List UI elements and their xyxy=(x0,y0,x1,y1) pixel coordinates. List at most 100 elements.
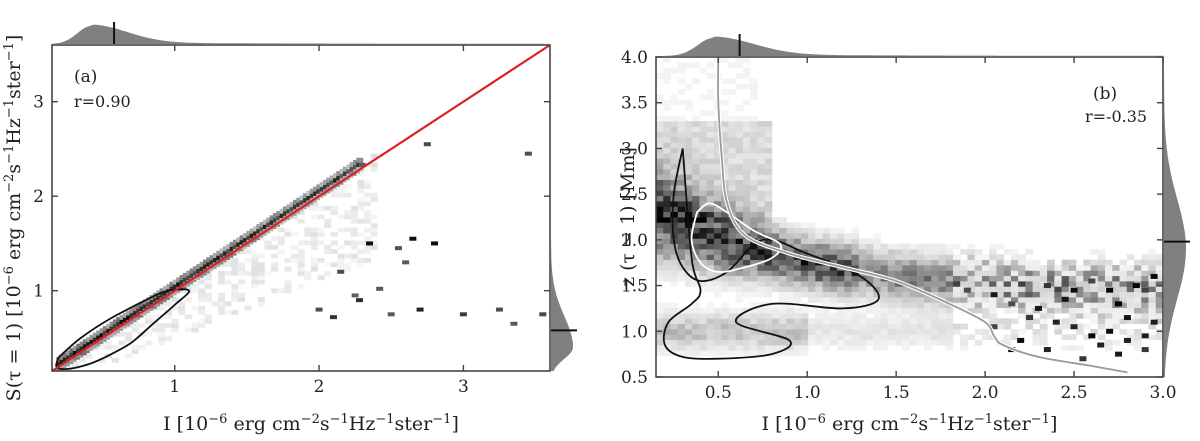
density-cell xyxy=(677,265,686,271)
density-cell xyxy=(663,185,671,191)
density-cell xyxy=(887,291,896,298)
density-cell xyxy=(931,270,939,277)
density-cell xyxy=(721,243,729,250)
density-cell xyxy=(916,297,925,303)
density-cell xyxy=(793,265,802,271)
density-cell xyxy=(880,265,889,271)
density-cell xyxy=(1076,275,1084,282)
density-cell xyxy=(677,259,686,266)
density-cell xyxy=(945,259,954,266)
outlier-cell xyxy=(329,315,337,320)
density-cell xyxy=(764,185,773,191)
density-cell xyxy=(735,62,744,69)
density-cell xyxy=(822,275,831,282)
density-cell xyxy=(996,265,1005,271)
density-cell xyxy=(967,297,976,303)
density-cell xyxy=(706,334,715,341)
density-cell xyxy=(793,313,802,319)
density-cell xyxy=(989,313,997,319)
label-text-part: s xyxy=(320,413,330,435)
label-text-part: S(τ = 1) [10 xyxy=(3,285,25,401)
density-cell xyxy=(684,142,693,149)
density-cell xyxy=(742,339,751,346)
density-cell xyxy=(699,67,708,74)
density-cell xyxy=(713,190,722,197)
outlier-cell xyxy=(1043,283,1051,289)
density-cell xyxy=(713,142,722,149)
density-cell xyxy=(1068,318,1077,325)
density-cell xyxy=(699,323,708,330)
panel-a-top-marginal-histogram xyxy=(52,22,550,44)
density-cell xyxy=(1097,313,1106,319)
density-cell xyxy=(938,323,947,330)
density-cell xyxy=(909,297,918,303)
density-cell xyxy=(364,214,372,220)
density-cell xyxy=(706,190,715,197)
density-cell xyxy=(350,231,358,237)
density-cell xyxy=(699,339,708,346)
density-cell xyxy=(837,323,845,330)
density-cell xyxy=(699,281,708,287)
density-cell xyxy=(713,238,722,245)
density-cell xyxy=(297,257,305,263)
panel-b-top-marginal-histogram xyxy=(656,34,1163,56)
density-cell xyxy=(1018,254,1026,261)
density-cell xyxy=(750,307,758,314)
outlier-cell xyxy=(1017,337,1025,343)
density-cell xyxy=(71,362,79,368)
density-cell xyxy=(858,249,867,255)
density-cell xyxy=(815,339,823,346)
density-cell xyxy=(866,297,874,303)
density-cell xyxy=(844,329,852,335)
density-cell xyxy=(304,271,312,276)
density-cell xyxy=(728,254,737,261)
density-cell xyxy=(706,131,715,138)
density-cell xyxy=(750,78,758,85)
density-cell xyxy=(938,254,947,261)
density-cell xyxy=(692,334,700,341)
density-cell xyxy=(829,270,838,277)
density-cell xyxy=(178,310,186,315)
density-cell xyxy=(895,334,903,341)
density-cell xyxy=(218,297,226,302)
density-cell xyxy=(677,270,686,277)
density-cell xyxy=(771,318,780,325)
density-cell xyxy=(670,153,679,159)
density-cell xyxy=(931,265,939,271)
density-cell xyxy=(1047,297,1055,303)
density-cell xyxy=(909,243,918,250)
density-cell xyxy=(981,334,990,341)
density-cell xyxy=(1097,281,1106,287)
density-cell xyxy=(909,291,918,298)
density-cell xyxy=(370,240,378,246)
density-cell xyxy=(822,265,831,271)
density-cell xyxy=(764,323,773,330)
density-cell xyxy=(1032,339,1041,346)
density-cell xyxy=(771,249,780,255)
label-superscript: −1 xyxy=(974,412,993,427)
density-cell xyxy=(938,270,947,277)
density-cell xyxy=(1155,265,1164,271)
density-cell xyxy=(699,222,708,229)
density-cell xyxy=(786,265,795,271)
density-cell xyxy=(866,238,874,245)
density-cell xyxy=(1061,270,1070,277)
density-cell xyxy=(916,259,925,266)
density-cell xyxy=(945,270,954,277)
density-cell xyxy=(742,57,751,63)
density-cell xyxy=(699,94,708,101)
outlier-cell xyxy=(1088,278,1096,284)
density-cell xyxy=(742,259,751,266)
density-cell xyxy=(1032,318,1041,325)
density-cell xyxy=(677,334,686,341)
density-cell xyxy=(1076,291,1084,298)
density-cell xyxy=(178,305,186,311)
density-cell xyxy=(684,179,693,186)
density-cell xyxy=(204,275,212,281)
density-cell xyxy=(721,137,729,143)
density-cell xyxy=(1032,259,1041,266)
density-cell xyxy=(742,147,751,154)
density-cell xyxy=(663,302,671,309)
density-cell xyxy=(1032,265,1041,271)
density-cell xyxy=(844,345,852,351)
